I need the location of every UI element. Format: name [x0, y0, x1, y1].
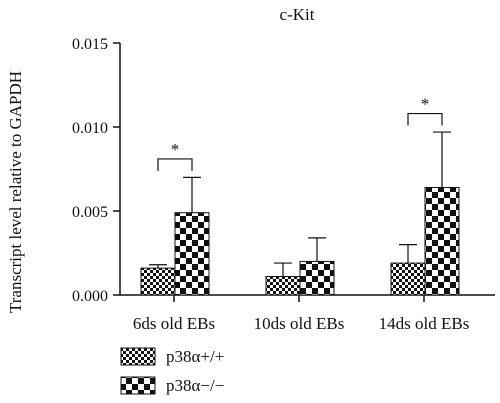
x-tick-label: 6ds old EBs [133, 314, 215, 333]
significance-bracket [157, 158, 193, 171]
legend-label: p38α−/− [166, 376, 224, 395]
y-tick-label: 0.005 [72, 204, 108, 221]
bar [174, 212, 210, 296]
legend-swatch [120, 347, 156, 366]
legend-swatch [120, 376, 156, 395]
bar [299, 260, 335, 296]
chart-title: c-Kit [280, 5, 315, 24]
significance-marker: * [421, 95, 430, 114]
y-tick-label: 0.000 [72, 288, 108, 305]
significance-bracket [407, 112, 443, 126]
bar [424, 186, 460, 296]
x-tick-label: 14ds old EBs [379, 314, 470, 333]
y-tick-label: 0.015 [72, 36, 108, 53]
y-tick-label: 0.010 [72, 120, 108, 137]
bar [265, 276, 301, 296]
significance-marker: * [171, 140, 180, 159]
bar [390, 262, 426, 296]
bar [140, 267, 176, 296]
x-tick-label: 10ds old EBs [254, 314, 345, 333]
y-axis-label: Transcript level relative to GAPDH [6, 71, 25, 313]
legend-label: p38α+/+ [166, 347, 224, 366]
